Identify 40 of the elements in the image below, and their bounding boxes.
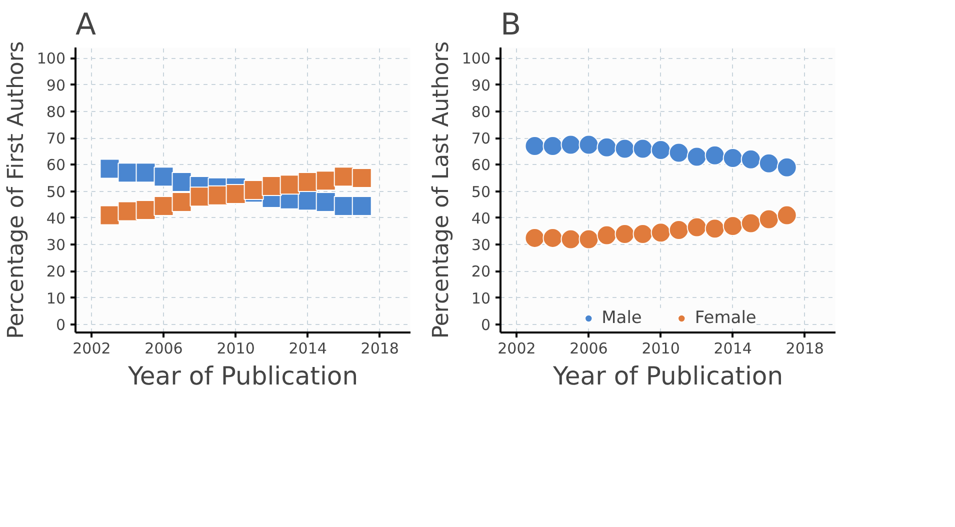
y-tick-label: 80 xyxy=(46,102,66,121)
y-tick-label: 40 xyxy=(46,209,66,228)
y-tick-label: 10 xyxy=(471,289,491,308)
y-tick-label: 50 xyxy=(471,182,491,201)
y-tick-label: 100 xyxy=(462,50,491,68)
x-tick-label: 2002 xyxy=(498,340,536,358)
y-tick-label: 30 xyxy=(471,236,491,254)
y-tick-label: 0 xyxy=(56,316,66,334)
y-tick-label: 20 xyxy=(46,262,66,281)
x-tick-label: 2014 xyxy=(714,340,752,358)
y-tick-label: 60 xyxy=(471,156,491,174)
x-tick-label: 2010 xyxy=(642,340,680,358)
chart-title: A xyxy=(76,8,96,42)
y-axis-title: Percentage of Last Authors xyxy=(428,41,454,339)
x-axis-title: Year of Publication xyxy=(126,362,358,390)
x-tick-label: 2006 xyxy=(570,340,608,358)
y-tick-label: 90 xyxy=(471,76,491,94)
y-tick-label: 60 xyxy=(46,156,66,174)
y-tick-label: 70 xyxy=(46,130,66,148)
y-tick-label: 90 xyxy=(46,76,66,94)
y-tick-label: 20 xyxy=(471,262,491,281)
y-tick-label: 10 xyxy=(46,289,66,308)
x-tick-label: 2006 xyxy=(144,340,183,358)
y-tick-label: 80 xyxy=(471,102,491,121)
x-tick-label: 2002 xyxy=(72,340,111,358)
legend-label: Female xyxy=(694,308,756,328)
x-tick-label: 2018 xyxy=(360,340,399,358)
y-tick-label: 70 xyxy=(471,130,491,148)
y-tick-label: 0 xyxy=(480,316,491,334)
y-tick-label: 40 xyxy=(471,209,491,228)
x-axis-title: Year of Publication xyxy=(552,362,784,390)
legend-label: Male xyxy=(602,308,642,328)
y-tick-label: 100 xyxy=(36,50,66,68)
x-tick-label: 2018 xyxy=(786,340,824,358)
y-tick-label: 50 xyxy=(46,182,66,201)
x-tick-label: 2014 xyxy=(288,340,327,358)
chart-title: B xyxy=(500,8,522,42)
x-tick-label: 2010 xyxy=(216,340,255,358)
y-axis-title: Percentage of First Authors xyxy=(4,41,29,339)
y-tick-label: 30 xyxy=(46,236,66,254)
